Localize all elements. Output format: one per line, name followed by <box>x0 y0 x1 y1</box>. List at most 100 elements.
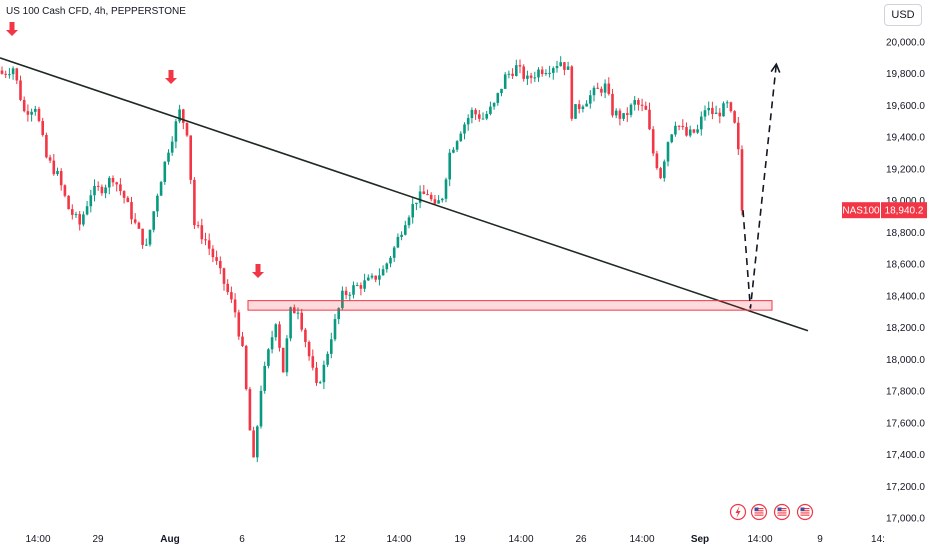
candle-body <box>285 338 289 373</box>
candle-body <box>455 141 459 150</box>
candle-body <box>470 109 474 119</box>
candle-body <box>481 118 485 120</box>
time-tick-label: 9 <box>817 534 823 545</box>
arrow-down-1 <box>6 22 18 36</box>
candle-body <box>170 141 174 153</box>
candle-body <box>78 214 81 225</box>
candle-body <box>622 113 625 119</box>
candle-body <box>244 345 248 390</box>
currency-button[interactable]: USD <box>884 4 922 26</box>
candle-body <box>415 202 418 205</box>
candle-body <box>437 200 440 204</box>
candle-body <box>396 236 400 248</box>
candle-body <box>259 390 263 427</box>
candle-body <box>115 182 118 185</box>
candle-body <box>230 292 233 300</box>
candle-body <box>311 356 315 368</box>
candle-body <box>130 202 133 220</box>
time-tick-label: Sep <box>691 534 709 545</box>
candle-body <box>352 285 355 295</box>
candle-body <box>607 83 611 94</box>
price-axis: 20,000.0 19,800.0 19,600.0 19,400.0 19,200.0… <box>886 38 925 525</box>
candle-body <box>452 149 455 153</box>
price-tick-label: 18,800.0 <box>886 228 925 239</box>
candle-body <box>466 118 470 125</box>
candle-body <box>441 198 444 201</box>
annotations <box>0 22 809 332</box>
candle-body <box>404 225 407 235</box>
candle-body <box>422 191 426 195</box>
candle-body <box>459 133 463 142</box>
flag-stripe <box>777 508 787 510</box>
candle-body <box>474 109 477 115</box>
time-tick-label: 14:00 <box>508 534 533 545</box>
candle-body <box>385 263 389 270</box>
flag-stripe <box>754 508 764 510</box>
candle-body <box>126 197 130 203</box>
candle-body <box>4 73 7 75</box>
price-tick-label: 19,600.0 <box>886 101 925 112</box>
candle-body <box>559 62 562 67</box>
candle-body <box>500 88 503 94</box>
time-tick-label: 19 <box>454 534 466 545</box>
candle-body <box>56 171 59 175</box>
icon-ring <box>796 503 814 521</box>
lightning-icon[interactable] <box>729 503 747 521</box>
candle-body <box>315 367 318 383</box>
candle-body <box>274 324 278 338</box>
price-tags: NAS100 18,940.2 <box>842 202 927 219</box>
time-axis: 14:00 29 Aug 6 12 14:00 19 14:00 26 14:00 Sep 14:00… <box>25 534 884 545</box>
candle-body <box>330 339 333 354</box>
flag-us-icon-2[interactable] <box>773 503 791 521</box>
candle-body <box>381 269 385 276</box>
candle-body <box>378 275 381 280</box>
candle-body <box>603 83 607 93</box>
price-tick-label: 17,800.0 <box>886 387 925 398</box>
candle-body <box>522 66 525 79</box>
candle-body <box>48 157 52 161</box>
candle-body <box>714 112 718 115</box>
price-tick-label: 19,400.0 <box>886 133 925 144</box>
candle-body <box>233 299 237 313</box>
candle-body <box>122 191 126 198</box>
candle-body <box>411 204 414 218</box>
candle-body <box>326 353 329 365</box>
candle-body <box>189 135 192 180</box>
candle-body <box>167 152 170 162</box>
candle-body <box>0 70 4 74</box>
support-zone[interactable] <box>247 300 773 311</box>
candle-body <box>611 93 614 116</box>
candle-body <box>737 122 740 150</box>
candle-body <box>11 68 15 75</box>
time-tick-label: 14:00 <box>25 534 50 545</box>
candle-body <box>511 73 514 76</box>
projection-path[interactable] <box>742 64 778 309</box>
candle-body <box>640 104 644 106</box>
candle-body <box>496 93 500 103</box>
flag-stripe <box>800 508 810 510</box>
candle-body <box>600 88 603 93</box>
candle-body <box>152 211 155 230</box>
candle-body <box>119 184 122 192</box>
flag-us-icon-1[interactable] <box>750 503 768 521</box>
candle-body <box>707 107 710 111</box>
candle-body <box>644 105 648 110</box>
candle-body <box>529 75 533 78</box>
candle-body <box>370 275 374 278</box>
time-tick-label: 14:00 <box>629 534 654 545</box>
flag-us-icon-3[interactable] <box>796 503 814 521</box>
candle-body <box>104 187 107 194</box>
candle-body <box>241 336 244 346</box>
candle-body <box>389 257 392 264</box>
flag-canton <box>800 507 805 511</box>
trendline[interactable] <box>0 57 809 332</box>
candle-body <box>703 110 707 117</box>
price-tick-label: 19,200.0 <box>886 164 925 175</box>
candle-body <box>633 100 636 105</box>
candle-body <box>677 125 681 127</box>
candle-body <box>200 225 204 240</box>
candle-body <box>30 111 33 115</box>
candle-body <box>722 103 725 117</box>
candle-body <box>159 181 163 196</box>
